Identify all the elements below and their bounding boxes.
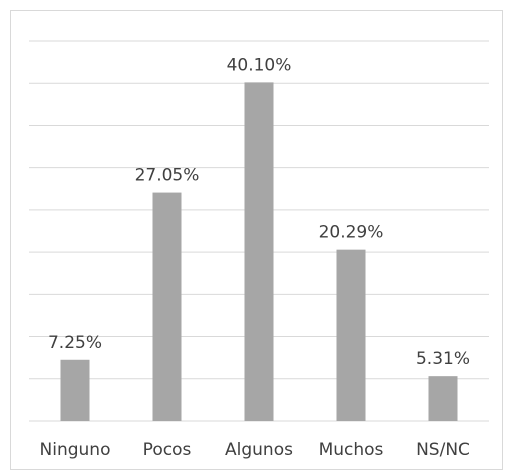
data-labels: 7.25% 27.05% 40.10% 20.29% 5.31% bbox=[48, 55, 470, 369]
data-label: 40.10% bbox=[227, 55, 292, 75]
bar-ns-nc bbox=[428, 376, 458, 421]
x-tick-label: NS/NC bbox=[416, 440, 470, 460]
data-label: 27.05% bbox=[135, 166, 200, 186]
data-label: 5.31% bbox=[416, 349, 470, 369]
x-axis-labels: Ninguno Pocos Algunos Muchos NS/NC bbox=[40, 440, 470, 460]
bar-algunos bbox=[244, 82, 274, 421]
chart-frame: 7.25% 27.05% 40.10% 20.29% 5.31% Ninguno Poco… bbox=[10, 10, 503, 470]
data-label: 20.29% bbox=[319, 223, 384, 243]
bar-pocos bbox=[152, 192, 182, 421]
data-label: 7.25% bbox=[48, 333, 102, 353]
bars bbox=[60, 82, 458, 421]
x-tick-label: Muchos bbox=[319, 440, 384, 460]
bar-chart: 7.25% 27.05% 40.10% 20.29% 5.31% Ninguno Poco… bbox=[29, 40, 489, 460]
x-tick-label: Pocos bbox=[143, 440, 192, 460]
bar-muchos bbox=[336, 249, 366, 421]
x-tick-label: Ninguno bbox=[40, 440, 111, 460]
x-tick-label: Algunos bbox=[225, 440, 293, 460]
bar-ninguno bbox=[60, 359, 90, 421]
